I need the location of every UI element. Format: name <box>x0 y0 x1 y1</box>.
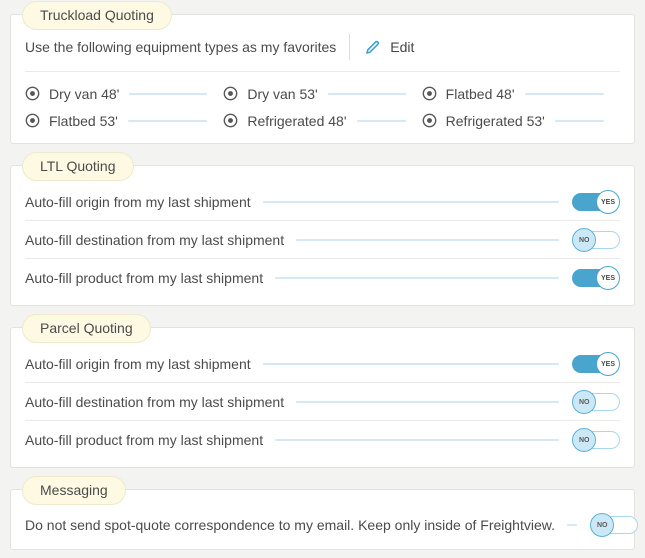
toggle-parcel-destination[interactable]: NO <box>572 389 620 414</box>
toggle-spot-quote-email[interactable]: NO <box>589 513 638 537</box>
setting-label: Auto-fill product from my last shipment <box>25 269 264 286</box>
leader-line <box>524 92 604 95</box>
section-messaging: Messaging Do not send spot-quote corresp… <box>10 476 638 550</box>
equipment-option-flatbed-53[interactable]: Flatbed 53' <box>25 107 223 134</box>
equipment-label: Dry van 48' <box>49 85 120 102</box>
leader-line <box>356 119 406 122</box>
section-title-parcel: Parcel Quoting <box>22 314 151 343</box>
radio-selected-icon <box>422 113 437 128</box>
toggle-ltl-origin[interactable]: YES <box>572 189 620 214</box>
setting-row-ltl-destination: Auto-fill destination from my last shipm… <box>25 220 620 258</box>
section-title-ltl: LTL Quoting <box>22 152 134 181</box>
toggle-knob: NO <box>572 427 596 452</box>
toggle-state-label: NO <box>578 397 590 406</box>
setting-row-ltl-origin: Auto-fill origin from my last shipment Y… <box>25 183 620 220</box>
toggle-knob: NO <box>589 513 614 537</box>
section-title-messaging: Messaging <box>22 476 126 505</box>
truckload-body: Use the following equipment types as my … <box>11 15 634 143</box>
equipment-label: Dry van 53' <box>247 85 318 102</box>
radio-selected-icon <box>223 86 238 101</box>
equipment-option-dry-van-48[interactable]: Dry van 48' <box>25 80 223 107</box>
equipment-label: Flatbed 48' <box>445 85 515 102</box>
equipment-option-dry-van-53[interactable]: Dry van 53' <box>223 80 421 107</box>
radio-selected-icon <box>25 86 40 101</box>
setting-label: Auto-fill origin from my last shipment <box>25 193 251 210</box>
setting-row-spot-quote-email: Do not send spot-quote correspondence to… <box>25 507 638 543</box>
edit-button-label: Edit <box>390 39 415 55</box>
setting-row-parcel-origin: Auto-fill origin from my last shipment Y… <box>25 345 620 382</box>
leader-line <box>296 238 559 241</box>
toggle-state-label: NO <box>596 521 608 529</box>
toggle-state-label: YES <box>600 197 616 206</box>
leader-line <box>327 92 406 95</box>
leader-line <box>262 362 559 365</box>
setting-label: Auto-fill origin from my last shipment <box>25 355 251 372</box>
toggle-knob: YES <box>596 189 620 214</box>
leader-line <box>566 524 577 526</box>
section-parcel-quoting: Parcel Quoting Auto-fill origin from my … <box>10 314 635 468</box>
radio-selected-icon <box>25 113 40 128</box>
leader-line <box>127 119 208 122</box>
favorites-row: Use the following equipment types as my … <box>25 32 620 62</box>
toggle-ltl-product[interactable]: YES <box>572 265 620 290</box>
toggle-knob: YES <box>596 265 620 290</box>
equipment-label: Refrigerated 48' <box>247 112 347 129</box>
parcel-body: Auto-fill origin from my last shipment Y… <box>11 328 634 467</box>
toggle-state-label: NO <box>578 235 590 244</box>
setting-label: Auto-fill destination from my last shipm… <box>25 393 285 410</box>
equipment-option-flatbed-48[interactable]: Flatbed 48' <box>422 80 620 107</box>
toggle-knob: NO <box>572 227 596 252</box>
leader-line <box>129 92 208 95</box>
leader-line <box>296 400 559 403</box>
toggle-parcel-product[interactable]: NO <box>572 427 620 452</box>
toggle-state-label: YES <box>600 359 616 368</box>
pencil-icon <box>364 39 381 56</box>
section-title-truckload: Truckload Quoting <box>22 1 172 30</box>
toggle-knob: NO <box>572 389 596 414</box>
equipment-option-refrigerated-48[interactable]: Refrigerated 48' <box>223 107 421 134</box>
vertical-divider <box>349 34 351 60</box>
toggle-state-label: YES <box>600 273 616 282</box>
equipment-label: Refrigerated 53' <box>445 112 545 129</box>
edit-favorites-button[interactable]: Edit <box>364 39 414 56</box>
horizontal-divider <box>25 71 620 72</box>
equipment-grid: Dry van 48' Dry van 53' Flatbed 48' Flat… <box>25 80 620 134</box>
setting-row-parcel-destination: Auto-fill destination from my last shipm… <box>25 382 620 420</box>
section-truckload-quoting: Truckload Quoting Use the following equi… <box>10 1 635 144</box>
ltl-body: Auto-fill origin from my last shipment Y… <box>11 166 634 305</box>
setting-label: Auto-fill destination from my last shipm… <box>25 231 285 248</box>
equipment-option-refrigerated-53[interactable]: Refrigerated 53' <box>422 107 620 134</box>
radio-selected-icon <box>422 86 437 101</box>
setting-row-parcel-product: Auto-fill product from my last shipment … <box>25 420 620 458</box>
toggle-knob: YES <box>596 351 620 376</box>
leader-line <box>262 200 559 203</box>
leader-line <box>554 119 604 122</box>
leader-line <box>275 438 559 441</box>
toggle-ltl-destination[interactable]: NO <box>572 227 620 252</box>
setting-label: Do not send spot-quote correspondence to… <box>25 517 555 533</box>
setting-row-ltl-product: Auto-fill product from my last shipment … <box>25 258 620 296</box>
setting-label: Auto-fill product from my last shipment <box>25 431 264 448</box>
messaging-body: Do not send spot-quote correspondence to… <box>11 490 638 549</box>
equipment-label: Flatbed 53' <box>49 112 118 129</box>
radio-selected-icon <box>223 113 238 128</box>
section-ltl-quoting: LTL Quoting Auto-fill origin from my las… <box>10 152 635 306</box>
leader-line <box>275 276 559 279</box>
toggle-state-label: NO <box>578 435 590 444</box>
favorites-label: Use the following equipment types as my … <box>25 39 337 55</box>
toggle-parcel-origin[interactable]: YES <box>572 351 620 376</box>
